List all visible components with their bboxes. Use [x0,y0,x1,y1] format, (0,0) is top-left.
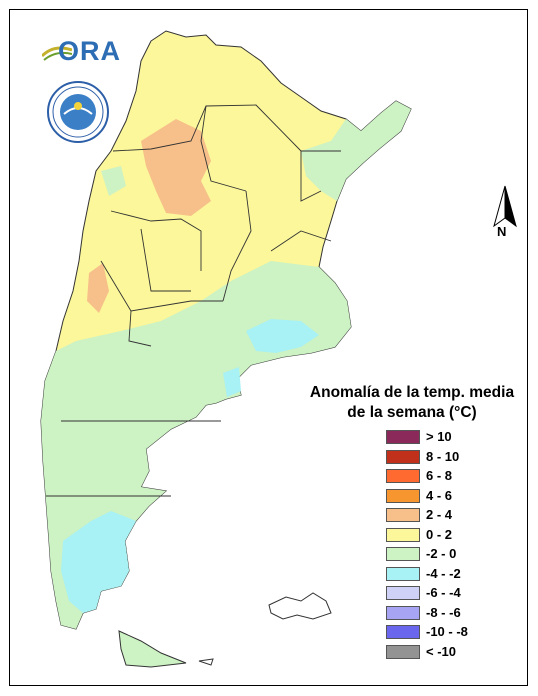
legend-swatch [386,508,420,522]
legend-swatch [386,605,420,620]
legend-swatch [386,547,420,561]
map-frame: ORA N Anomalía de la temp. media de la s… [9,9,528,686]
ora-swoosh-icon [42,46,72,61]
legend-label: 8 - 10 [426,448,460,464]
zone-minus4-2-south [61,511,136,613]
north-arrow-icon [493,185,517,228]
legend-label: -6 - -4 [426,585,461,600]
zone-2-4-north [141,119,211,216]
zone-2-4-west [87,263,109,313]
north-label: N [497,224,507,239]
legend-swatch [386,566,420,581]
legend-label: -4 - -2 [426,565,461,581]
legend-label: 4 - 6 [426,487,453,503]
ora-logo: ORA [40,36,120,68]
zone-minus4-2-buenosaires [246,319,319,353]
legend-label: < -10 [426,643,456,659]
zone-minus4-2-coast [223,367,241,397]
legend-label: -8 - -6 [426,604,461,620]
legend-label: > 10 [426,429,452,444]
legend-label: 6 - 8 [426,468,453,483]
province-boundaries [46,104,341,497]
zone-minus2-0-nw [101,166,126,196]
legend-swatch [386,488,420,503]
anomaly-map [40,30,412,668]
legend-title-line2: de la semana (°C) [347,404,477,421]
legend-swatch [386,644,420,659]
legend-swatch [386,625,420,639]
legend-label: 2 - 4 [426,507,453,522]
legend-title-line1: Anomalía de la temp. media [309,384,515,401]
smn-seal-icon [46,80,110,144]
zone-minus2-0-ne [301,101,411,201]
legend-swatch [386,449,420,464]
ora-logo-text: ORA [58,36,121,66]
tierra-del-fuego [118,630,187,668]
legend-label: 0 - 2 [426,526,453,542]
legend-label: -2 - 0 [426,546,457,561]
legend-swatch [386,430,420,444]
legend-swatch [386,469,420,483]
falkland-islands [268,592,332,620]
legend-swatch [386,527,420,542]
legend-swatch [386,586,420,600]
legend-title: Anomalía de la temp. media de la semana … [296,383,527,423]
small-island [198,658,214,666]
legend-label: -10 - -8 [426,624,468,639]
